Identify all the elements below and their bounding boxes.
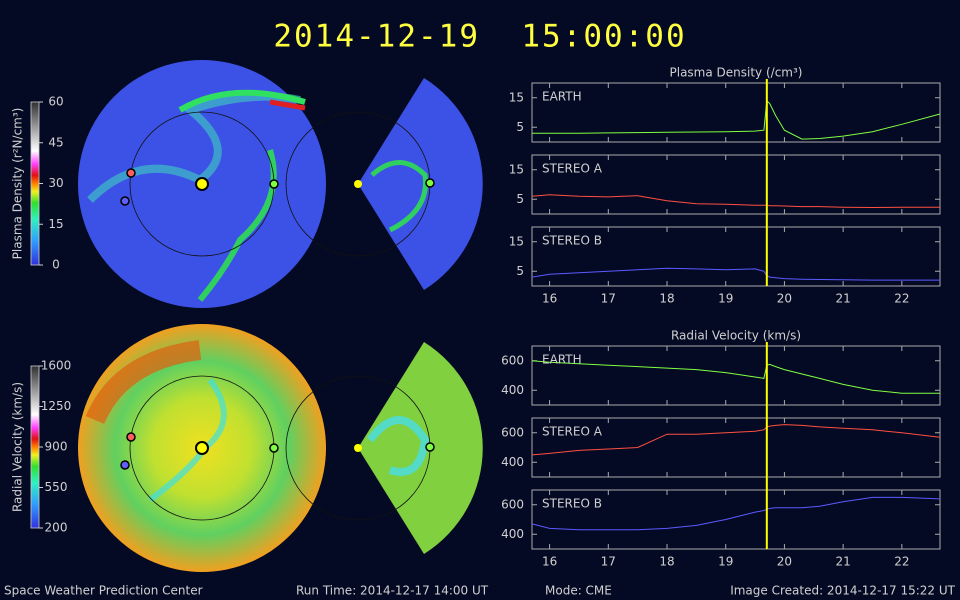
footer-run-time: Run Time: 2014-12-17 14:00 UT <box>296 584 489 598</box>
colorbar-tick-label: 900 <box>45 440 68 454</box>
x-tick-label: 18 <box>659 555 674 569</box>
panel-frame <box>531 226 941 287</box>
series-label: EARTH <box>542 353 582 367</box>
colorbar-tick-label: 45 <box>48 135 63 149</box>
y-tick-label: 400 <box>501 455 524 469</box>
x-tick-label: 19 <box>718 292 733 306</box>
colorbar-tick-label: 1600 <box>41 359 72 373</box>
page-title: 2014-12-19 15:00:00 <box>273 19 686 55</box>
series-line <box>532 99 941 140</box>
colorbar-label: Plasma Density (r²N/cm³) <box>11 108 25 260</box>
colorbar-tick-label: 1250 <box>41 399 72 413</box>
colorbar-tick-label: 0 <box>52 258 60 272</box>
colorbar-tick-label: 60 <box>48 95 63 109</box>
density-disk <box>78 60 326 308</box>
panel-frame <box>531 345 941 406</box>
y-tick-label: 5 <box>516 120 524 134</box>
x-tick-label: 16 <box>542 292 557 306</box>
panel-frame <box>531 417 941 478</box>
colorbar-tick-label: 550 <box>45 480 68 494</box>
density-wedge <box>285 78 483 290</box>
colorbar <box>30 101 40 266</box>
y-tick-label: 600 <box>501 425 524 439</box>
x-tick-label: 18 <box>659 292 674 306</box>
series-label: STEREO A <box>542 425 603 439</box>
series-line <box>531 424 941 456</box>
velocity-wedge <box>285 342 483 554</box>
panel-frame <box>531 154 941 215</box>
colorbar-tick-label: 15 <box>48 217 63 231</box>
footer-org: Space Weather Prediction Center <box>4 584 203 598</box>
x-tick-label: 22 <box>894 292 909 306</box>
panel-frame <box>531 489 941 550</box>
y-tick-label: 400 <box>501 383 524 397</box>
y-tick-label: 400 <box>501 527 524 541</box>
x-tick-label: 21 <box>835 292 850 306</box>
y-tick-label: 15 <box>509 234 524 248</box>
series-label: STEREO B <box>542 234 602 248</box>
x-tick-label: 21 <box>835 555 850 569</box>
colorbar-label: Radial Velocity (km/s) <box>11 382 25 512</box>
series-label: STEREO A <box>542 162 603 176</box>
x-tick-label: 20 <box>777 292 792 306</box>
colorbar-tick-label: 30 <box>48 176 63 190</box>
y-tick-label: 15 <box>509 90 524 104</box>
y-tick-label: 5 <box>516 192 524 206</box>
series-line <box>531 496 941 531</box>
y-tick-label: 600 <box>501 497 524 511</box>
series-label: STEREO B <box>542 497 602 511</box>
footer-mode: Mode: CME <box>545 584 612 598</box>
x-tick-label: 17 <box>601 555 616 569</box>
series-line <box>531 194 940 209</box>
x-tick-label: 17 <box>601 292 616 306</box>
y-tick-label: 600 <box>501 353 524 367</box>
series-line <box>531 267 940 281</box>
footer-created: Image Created: 2014-12-17 15:22 UT <box>730 584 955 598</box>
series-label: EARTH <box>542 90 582 104</box>
chart-title: Radial Velocity (km/s) <box>671 329 801 343</box>
x-tick-label: 16 <box>542 555 557 569</box>
y-tick-label: 5 <box>516 264 524 278</box>
x-tick-label: 22 <box>894 555 909 569</box>
x-tick-label: 20 <box>777 555 792 569</box>
colorbar <box>30 365 40 529</box>
velocity-disk <box>78 324 326 572</box>
series-line <box>531 360 940 394</box>
x-tick-label: 19 <box>718 555 733 569</box>
chart-title: Plasma Density (/cm³) <box>670 66 803 80</box>
y-tick-label: 15 <box>509 162 524 176</box>
panel-frame <box>531 82 941 143</box>
colorbar-tick-label: 200 <box>45 521 68 535</box>
